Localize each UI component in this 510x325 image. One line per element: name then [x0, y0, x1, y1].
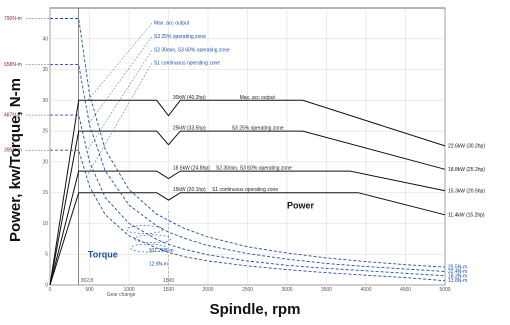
right-torque-label: 18.3N-m	[448, 273, 467, 279]
legend-annotation: S2 30min, S3 60% operating zone	[154, 48, 230, 54]
zone-label: S2 30min, S3 60% operating zone	[216, 166, 292, 172]
right-power-label: 22.6kW (30.2hp)	[448, 143, 485, 149]
y-tick-label: 15	[42, 190, 48, 196]
torque-ripple	[134, 234, 171, 244]
series-line	[49, 192, 446, 286]
legend-annotation: Max. acc output	[154, 21, 190, 27]
leader-line	[87, 63, 153, 175]
x-tick-label: 500	[85, 287, 94, 293]
x-tick-label: 1500	[163, 287, 174, 293]
power-curve-label: 30kW (40.2hp)	[173, 95, 206, 101]
right-torque-label: 13.8N-m	[448, 278, 467, 284]
power-curve-label: 15kW (20.1hp)	[173, 187, 206, 193]
y-tick-label: 10	[42, 221, 48, 227]
x-tick-label: 3000	[281, 287, 292, 293]
label-layer: 0 500 1000 1500 2000 2500 3000 3500 4000 4500 5000…	[4, 16, 485, 298]
series-line	[49, 99, 446, 286]
rpm-1500-label: 1500	[163, 278, 174, 284]
power-curve-label: 18.5kW (24.8hp)	[173, 166, 210, 172]
leader-line	[87, 50, 153, 150]
left-torque-label: 487N-m	[4, 113, 22, 119]
gear-change-label: Gear change	[107, 292, 136, 298]
torque-ripple	[126, 225, 164, 234]
x-axis-title: Spindle, rpm	[210, 301, 301, 318]
series-line	[49, 130, 446, 286]
torque-big-label: Torque	[88, 249, 118, 259]
torque-ripple	[130, 243, 168, 253]
leader-line	[87, 22, 153, 101]
x-tick-label: 5000	[439, 287, 450, 293]
y-tick-label: 40	[42, 36, 48, 42]
x-tick-label: 0	[49, 287, 52, 293]
x-tick-label: 2500	[242, 287, 253, 293]
series-layer	[26, 18, 446, 286]
series-line	[49, 170, 446, 286]
rpm-362-label: 362.8	[81, 278, 94, 284]
x-tick-label: 1000	[123, 287, 134, 293]
right-power-label: 18.8kW (25.2hp)	[448, 167, 485, 173]
leader-line	[87, 36, 153, 126]
series-line	[50, 18, 446, 268]
y-tick-label: 20	[42, 159, 48, 165]
legend-annotation: S3 25% operating zone	[154, 34, 206, 40]
zone-label: S3 25% operating zone	[232, 126, 284, 132]
y-tick-label: 0	[45, 283, 48, 289]
left-torque-label: 658N-m	[4, 62, 22, 68]
x-tick-label: 3500	[321, 287, 332, 293]
y-tick-label: 35	[42, 67, 48, 73]
left-torque-label: 395N-m	[4, 148, 22, 154]
y-tick-label: 25	[42, 129, 48, 135]
x-tick-label: 2000	[202, 287, 213, 293]
right-power-label: 15.3kW (20.5hp)	[448, 188, 485, 194]
series-line	[50, 64, 446, 272]
right-torque-label: 25.5N-m	[448, 265, 467, 271]
power-big-label: Power	[287, 201, 315, 211]
zone-label: Max. acc output	[240, 95, 276, 101]
y-tick-label: 5	[45, 252, 48, 258]
torque-mid-label: 301.75N-m	[149, 248, 174, 254]
x-tick-label: 4500	[400, 287, 411, 293]
left-torque-label: 790N-m	[4, 16, 22, 22]
zone-label: S1 continuous operating zone	[212, 187, 278, 193]
torque-low-label: 12.9N-m	[149, 261, 168, 267]
right-power-label: 11.4kW (15.2hp)	[448, 212, 485, 218]
power-curve-label: 25kW (33.5hp)	[173, 126, 206, 132]
right-torque-label: 22.4N-m	[448, 269, 467, 275]
y-tick-label: 30	[42, 98, 48, 104]
y-axis-title: Power, kw/Torque, N-m	[7, 78, 24, 242]
legend-annotation: S1 continuous operating zone	[154, 61, 220, 67]
series-line	[50, 149, 446, 282]
x-tick-label: 4000	[360, 287, 371, 293]
series-line	[50, 114, 446, 277]
